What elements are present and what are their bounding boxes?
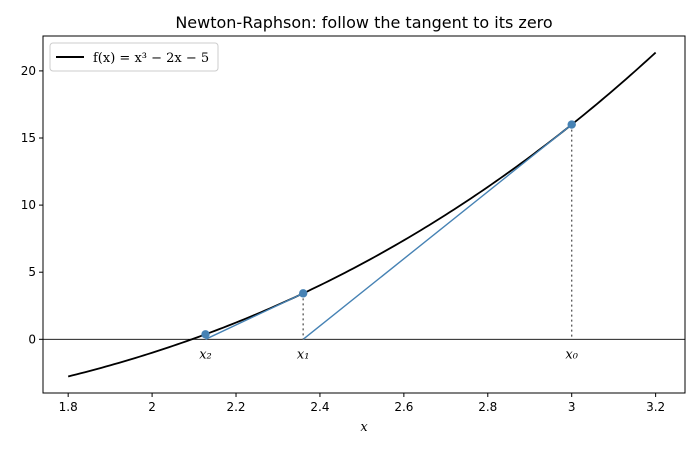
iterate-label: x₁: [297, 347, 310, 362]
iterate-point: [567, 120, 576, 129]
x-tick-label: 3: [568, 400, 576, 414]
y-tick-label: 0: [28, 332, 36, 346]
x-tick-label: 2.2: [226, 400, 245, 414]
iterate-label: x₂: [199, 347, 212, 362]
function-curve: [67, 51, 657, 378]
tangent-line: [302, 124, 573, 340]
x-tick-label: 2: [148, 400, 156, 414]
tangent-line: [205, 292, 304, 340]
x-tick-label: 2.8: [478, 400, 497, 414]
x-tick-label: 1.8: [59, 400, 78, 414]
y-tick-label: 15: [21, 131, 36, 145]
chart-title: Newton-Raphson: follow the tangent to it…: [175, 13, 552, 32]
plot-frame: [42, 35, 686, 394]
legend: f(x) = x³ − 2x − 5: [49, 42, 219, 72]
x-tick-label: 2.4: [310, 400, 329, 414]
x-tick-label: 3.2: [646, 400, 665, 414]
legend-entry-label: f(x) = x³ − 2x − 5: [93, 51, 209, 66]
iterate-label: x₀: [565, 347, 578, 362]
x-axis-label: x: [360, 420, 368, 435]
x-tick-label: 2.6: [394, 400, 413, 414]
iterate-point: [298, 289, 308, 298]
legend-box: [49, 42, 219, 72]
y-tick-label: 20: [21, 64, 36, 78]
y-tick-label: 10: [21, 198, 36, 212]
y-tick-label: 5: [28, 265, 36, 279]
iterate-point: [201, 330, 210, 339]
